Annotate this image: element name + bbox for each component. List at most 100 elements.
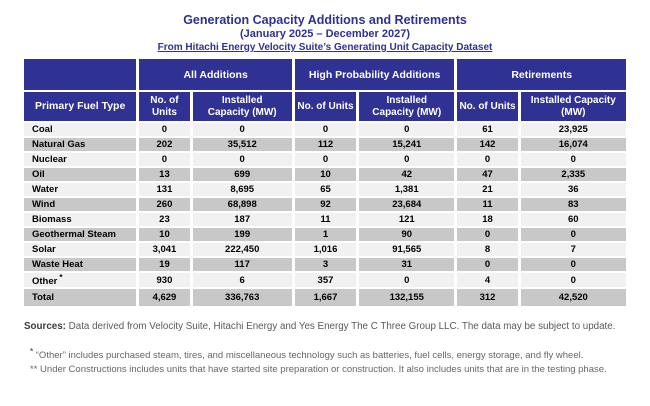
value-cell: 3,041 bbox=[139, 243, 190, 256]
footnote-other-marker: * bbox=[30, 346, 34, 356]
value-cell: 0 bbox=[520, 153, 626, 166]
value-cell: 0 bbox=[139, 123, 190, 136]
row-coal: Coal 0 0 0 0 61 23,925 bbox=[24, 123, 626, 136]
value-cell: 42,520 bbox=[520, 289, 626, 307]
value-cell: 112 bbox=[294, 138, 357, 151]
value-cell: 23 bbox=[139, 213, 190, 226]
group-header-row: All Additions High Probability Additions… bbox=[24, 59, 626, 90]
value-cell: 0 bbox=[520, 228, 626, 241]
value-cell: 83 bbox=[520, 198, 626, 211]
page-subtitle-datasource: From Hitachi Energy Velocity Suite’s Gen… bbox=[157, 42, 493, 53]
value-cell: 132,155 bbox=[359, 289, 455, 307]
sources-text: Data derived from Velocity Suite, Hitach… bbox=[68, 321, 616, 333]
value-cell: 0 bbox=[359, 123, 455, 136]
column-header-fuel-type: Primary Fuel Type bbox=[24, 92, 137, 121]
value-cell: 47 bbox=[457, 168, 518, 181]
footnote-under-construction-text: Under Constructions includes units that … bbox=[40, 363, 607, 375]
value-cell: 36 bbox=[520, 183, 626, 196]
fuel-type-cell: Solar bbox=[24, 243, 137, 256]
value-cell: 21 bbox=[457, 183, 518, 196]
footnote-other-text: “Other” includes purchased steam, tires,… bbox=[35, 350, 584, 362]
value-cell: 0 bbox=[457, 258, 518, 271]
value-cell: 10 bbox=[294, 168, 357, 181]
row-nuclear: Nuclear 0 0 0 0 0 0 bbox=[24, 153, 626, 166]
value-cell: 202 bbox=[139, 138, 190, 151]
value-cell: 0 bbox=[192, 123, 292, 136]
footnote-under-construction-marker: ** bbox=[30, 363, 38, 375]
value-cell: 142 bbox=[457, 138, 518, 151]
value-cell: 0 bbox=[139, 153, 190, 166]
fuel-type-cell: Other * bbox=[24, 273, 137, 288]
row-natural-gas: Natural Gas 202 35,512 112 15,241 142 16… bbox=[24, 138, 626, 151]
column-header-units-all: No. of Units bbox=[139, 92, 190, 121]
value-cell: 0 bbox=[192, 153, 292, 166]
value-cell: 699 bbox=[192, 168, 292, 181]
value-cell: 0 bbox=[520, 258, 626, 271]
fuel-type-label: Other bbox=[32, 276, 58, 288]
value-cell: 16,074 bbox=[520, 138, 626, 151]
value-cell: 199 bbox=[192, 228, 292, 241]
value-cell: 117 bbox=[192, 258, 292, 271]
value-cell: 11 bbox=[294, 213, 357, 226]
value-cell: 260 bbox=[139, 198, 190, 211]
row-biomass: Biomass 23 187 11 121 18 60 bbox=[24, 213, 626, 226]
value-cell: 1,381 bbox=[359, 183, 455, 196]
value-cell: 2,335 bbox=[520, 168, 626, 181]
value-cell: 187 bbox=[192, 213, 292, 226]
row-water: Water 131 8,695 65 1,381 21 36 bbox=[24, 183, 626, 196]
row-oil: Oil 13 699 10 42 47 2,335 bbox=[24, 168, 626, 181]
value-cell: 1,667 bbox=[294, 289, 357, 307]
value-cell: 68,898 bbox=[192, 198, 292, 211]
value-cell: 23,684 bbox=[359, 198, 455, 211]
value-cell: 0 bbox=[294, 123, 357, 136]
column-header-row: Primary Fuel Type No. of Units Installed… bbox=[24, 92, 626, 121]
group-header-all-additions: All Additions bbox=[139, 59, 292, 90]
value-cell: 312 bbox=[457, 289, 518, 307]
fuel-type-cell: Nuclear bbox=[24, 153, 137, 166]
value-cell: 8,695 bbox=[192, 183, 292, 196]
value-cell: 13 bbox=[139, 168, 190, 181]
value-cell: 222,450 bbox=[192, 243, 292, 256]
value-cell: 31 bbox=[359, 258, 455, 271]
value-cell: 19 bbox=[139, 258, 190, 271]
value-cell: 121 bbox=[359, 213, 455, 226]
value-cell: 6 bbox=[192, 273, 292, 288]
value-cell: 18 bbox=[457, 213, 518, 226]
value-cell: 1,016 bbox=[294, 243, 357, 256]
row-waste-heat: Waste Heat 19 117 3 31 0 0 bbox=[24, 258, 626, 271]
fuel-type-cell: Geothermal Steam bbox=[24, 228, 137, 241]
value-cell: 23,925 bbox=[520, 123, 626, 136]
group-header-retirements: Retirements bbox=[457, 59, 626, 90]
value-cell: 1 bbox=[294, 228, 357, 241]
fuel-type-cell: Natural Gas bbox=[24, 138, 137, 151]
row-geothermal-steam: Geothermal Steam 10 199 1 90 0 0 bbox=[24, 228, 626, 241]
value-cell: 7 bbox=[520, 243, 626, 256]
footnote-other: * “Other” includes purchased steam, tire… bbox=[30, 346, 632, 363]
fuel-type-cell: Water bbox=[24, 183, 137, 196]
page-subtitle-daterange: (January 2025 – December 2027) bbox=[240, 28, 410, 40]
column-header-capacity-highprob: Installed Capacity (MW) bbox=[359, 92, 455, 121]
value-cell: 42 bbox=[359, 168, 455, 181]
fuel-type-cell: Biomass bbox=[24, 213, 137, 226]
value-cell: 0 bbox=[359, 153, 455, 166]
value-cell: 65 bbox=[294, 183, 357, 196]
value-cell: 10 bbox=[139, 228, 190, 241]
fuel-type-cell: Waste Heat bbox=[24, 258, 137, 271]
fuel-type-cell: Oil bbox=[24, 168, 137, 181]
value-cell: 0 bbox=[359, 273, 455, 288]
value-cell: 92 bbox=[294, 198, 357, 211]
footnotes-block: * “Other” includes purchased steam, tire… bbox=[30, 346, 632, 377]
column-header-units-retirements: No. of Units bbox=[457, 92, 518, 121]
row-wind: Wind 260 68,898 92 23,684 11 83 bbox=[24, 198, 626, 211]
value-cell: 3 bbox=[294, 258, 357, 271]
title-block: Generation Capacity Additions and Retire… bbox=[0, 0, 650, 54]
value-cell: 131 bbox=[139, 183, 190, 196]
capacity-table: All Additions High Probability Additions… bbox=[21, 57, 629, 308]
value-cell: 336,763 bbox=[192, 289, 292, 307]
value-cell: 11 bbox=[457, 198, 518, 211]
value-cell: 91,565 bbox=[359, 243, 455, 256]
fuel-type-cell: Wind bbox=[24, 198, 137, 211]
value-cell: 4 bbox=[457, 273, 518, 288]
column-header-capacity-retirements: Installed Capacity (MW) bbox=[520, 92, 626, 121]
value-cell: 61 bbox=[457, 123, 518, 136]
